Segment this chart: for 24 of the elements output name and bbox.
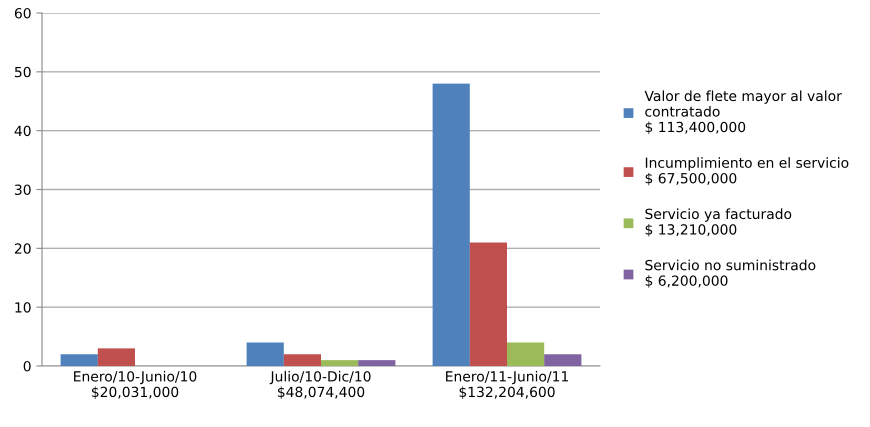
y-tick-label: 0 (24, 360, 31, 372)
y-tick-label: 10 (15, 302, 31, 313)
x-tick-label: Julio/10-Dic/10 $48,074,400 (270, 370, 371, 400)
x-tick-label: Enero/11-Junio/11 $132,204,600 (446, 370, 568, 400)
bar (358, 360, 396, 366)
bar (544, 354, 582, 366)
y-tick-label: 60 (14, 8, 31, 18)
bar (432, 84, 470, 366)
x-tick-label: Enero/10-Junio/10 $20,031,000 (74, 370, 196, 400)
legend-label: Valor de flete mayor al valor contratado $ 113,400,000 (644, 90, 842, 134)
y-tick-label: 40 (14, 126, 31, 136)
legend-label: Incumplimiento en el servicio $ 67,500,000 (646, 157, 848, 186)
y-tick-label: 30 (14, 184, 31, 195)
bar (321, 360, 358, 366)
bar (507, 342, 544, 366)
bar (246, 342, 284, 366)
bar (470, 242, 507, 366)
bar (60, 354, 98, 366)
legend-label: Servicio ya facturado $ 13,210,000 (645, 208, 792, 237)
y-tick-label: 20 (14, 243, 31, 254)
y-tick-label: 50 (14, 66, 31, 78)
legend-label: Servicio no suministrado $ 6,200,000 (645, 260, 816, 288)
bar (284, 354, 321, 366)
bar (98, 348, 135, 366)
